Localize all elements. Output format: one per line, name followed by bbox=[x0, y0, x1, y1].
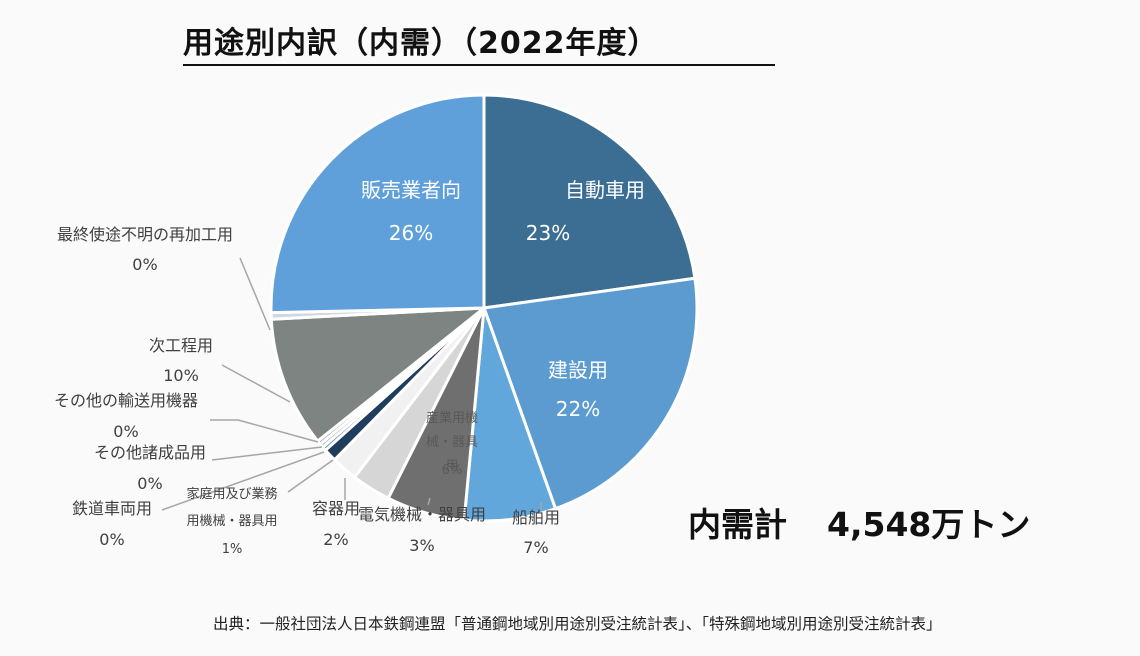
slice-name-label: 家庭用及び業務 bbox=[186, 486, 277, 502]
slice-percent-label: 6% bbox=[442, 463, 463, 478]
page-title: 用途別内訳（内需）（2022年度） bbox=[183, 26, 659, 61]
leader-line bbox=[210, 419, 319, 443]
total-demand-value: 4,548万トン bbox=[827, 505, 1031, 544]
slice-name-label: その他諸成品用 bbox=[94, 443, 206, 462]
slice-percent-label: 26% bbox=[389, 221, 433, 245]
slice-percent-label: 0% bbox=[99, 530, 124, 549]
pie-slice bbox=[482, 93, 697, 310]
leader-line bbox=[427, 497, 431, 506]
slice-name-label: 次工程用 bbox=[149, 336, 213, 355]
slice-percent-label: 1% bbox=[222, 542, 243, 557]
leader-line bbox=[221, 364, 291, 403]
slice-percent-label: 23% bbox=[526, 221, 570, 245]
pie-slice bbox=[481, 276, 699, 511]
slice-percent-label: 0% bbox=[113, 422, 138, 441]
slice-name-label: 用 bbox=[445, 459, 458, 474]
slice-percent-label: 2% bbox=[323, 530, 348, 549]
slice-name-label: 販売業者向 bbox=[361, 178, 461, 202]
slice-percent-label: 0% bbox=[137, 474, 162, 493]
title-underline bbox=[183, 64, 775, 66]
slice-name-label: その他の輸送用機器 bbox=[54, 391, 198, 410]
slice-percent-label: 0% bbox=[132, 255, 157, 274]
slice-name-label: 船舶用 bbox=[512, 508, 560, 527]
source-note: 出典：一般社団法人日本鉄鋼連盟「普通鋼地域別用途別受注統計表」、「特殊鋼地域別用… bbox=[213, 615, 942, 633]
slice-percent-label: 10% bbox=[163, 366, 199, 385]
slice-percent-label: 7% bbox=[523, 538, 548, 557]
pie-slice bbox=[269, 93, 486, 315]
slice-percent-label: 22% bbox=[556, 397, 600, 421]
slice-percent-label: 3% bbox=[409, 536, 434, 555]
leader-line bbox=[239, 257, 271, 331]
total-demand: 内需計 4,548万トン bbox=[688, 498, 1030, 546]
total-demand-label: 内需計 bbox=[688, 505, 787, 544]
slice-name-label: 産業用機 bbox=[426, 410, 478, 426]
slice-name-label: 械・器具 bbox=[426, 435, 478, 450]
slice-name-label: 容器用 bbox=[312, 499, 360, 518]
slice-name-label: 最終使途不明の再加工用 bbox=[57, 225, 233, 244]
slice-name-label: 自動車用 bbox=[565, 178, 645, 202]
slice-name-label: 電気機械・器具用 bbox=[358, 505, 486, 524]
slice-name-label: 鉄道車両用 bbox=[72, 499, 152, 518]
leader-line bbox=[287, 459, 334, 493]
pie-slice bbox=[269, 306, 489, 444]
slice-name-label: 建設用 bbox=[548, 358, 608, 382]
leader-line bbox=[161, 451, 325, 511]
leader-line bbox=[211, 446, 323, 461]
slice-name-label: 用機械・器具用 bbox=[186, 514, 277, 529]
